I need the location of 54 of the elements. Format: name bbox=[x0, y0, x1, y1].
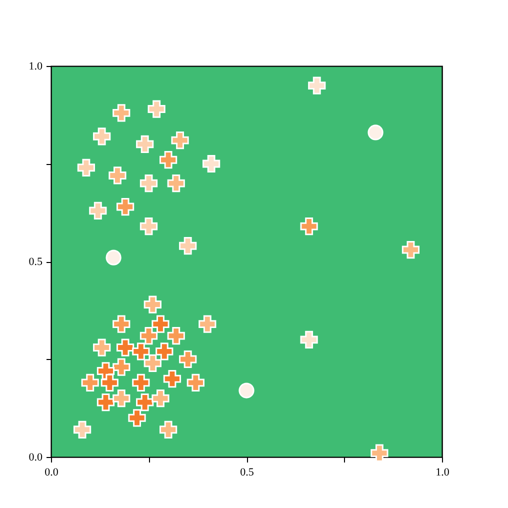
x-tick-label: 1.0 bbox=[436, 466, 450, 478]
point bbox=[140, 326, 158, 345]
point bbox=[238, 382, 254, 398]
point bbox=[202, 154, 220, 173]
point bbox=[112, 358, 130, 376]
point bbox=[148, 100, 166, 118]
point bbox=[179, 350, 197, 368]
point bbox=[167, 326, 185, 345]
point bbox=[300, 218, 318, 236]
point bbox=[152, 315, 170, 333]
y-tick-label: 0.5 bbox=[28, 256, 43, 268]
point bbox=[159, 420, 178, 438]
point bbox=[156, 342, 174, 360]
point bbox=[93, 338, 111, 356]
point bbox=[81, 374, 99, 392]
point bbox=[370, 444, 388, 462]
point bbox=[106, 250, 122, 266]
point bbox=[152, 390, 170, 408]
point bbox=[73, 420, 92, 438]
point bbox=[368, 124, 384, 140]
point bbox=[128, 409, 146, 427]
point bbox=[136, 393, 154, 412]
point bbox=[163, 370, 182, 388]
point bbox=[167, 174, 185, 192]
point bbox=[198, 315, 216, 333]
point bbox=[116, 198, 134, 216]
point bbox=[112, 104, 130, 122]
point bbox=[171, 131, 189, 150]
point bbox=[96, 393, 115, 412]
point bbox=[132, 374, 150, 392]
point bbox=[100, 374, 118, 392]
x-tick-label: 0.5 bbox=[240, 466, 254, 478]
point bbox=[300, 330, 318, 349]
point bbox=[132, 342, 150, 360]
point bbox=[140, 174, 158, 192]
point bbox=[140, 218, 158, 236]
point bbox=[89, 202, 107, 220]
point bbox=[112, 315, 130, 333]
y-tick-label: 0.0 bbox=[28, 452, 43, 464]
point bbox=[93, 128, 111, 146]
point bbox=[144, 296, 162, 314]
point bbox=[179, 237, 197, 255]
point bbox=[159, 151, 178, 169]
point bbox=[116, 338, 134, 356]
point bbox=[402, 240, 420, 259]
point bbox=[308, 76, 326, 94]
point bbox=[136, 135, 154, 154]
y-tick-label: 1.0 bbox=[28, 60, 43, 72]
point bbox=[77, 158, 95, 176]
point bbox=[108, 166, 126, 184]
point bbox=[112, 390, 130, 408]
x-tick-label: 0.0 bbox=[44, 466, 59, 478]
point bbox=[144, 354, 162, 372]
point bbox=[186, 374, 204, 392]
